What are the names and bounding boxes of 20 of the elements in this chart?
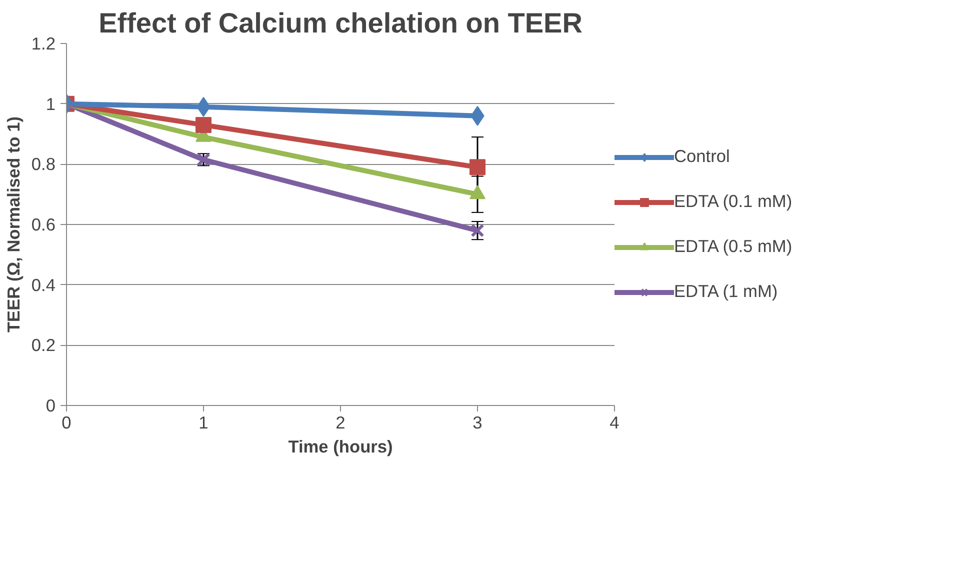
y-tick-label: 0.6 xyxy=(31,214,56,234)
y-tick-label: 1 xyxy=(46,94,56,114)
x-axis-title: Time (hours) xyxy=(288,436,393,456)
x-tick-label: 1 xyxy=(198,412,208,432)
x-tick-label: 4 xyxy=(610,412,620,432)
legend-label: Control xyxy=(674,146,730,167)
point xyxy=(470,224,484,238)
x-tick-label: 2 xyxy=(336,412,346,432)
x-tick-label: 0 xyxy=(62,412,72,432)
legend-label: EDTA (1 mM) xyxy=(674,281,778,302)
legend-label: EDTA (0.1 mM) xyxy=(674,191,792,212)
y-tick-label: 0.8 xyxy=(31,154,56,174)
y-tick-label: 0.4 xyxy=(31,274,56,295)
y-tick-label: 1.2 xyxy=(31,34,56,54)
y-tick-label: 0.2 xyxy=(31,335,56,356)
y-axis-title: TEER (Ω, Normalised to 1) xyxy=(3,116,24,333)
x-tick-label: 3 xyxy=(472,412,482,432)
legend-label: EDTA (0.5 mM) xyxy=(674,236,792,257)
chart-title: Effect of Calcium chelation on TEER xyxy=(98,8,582,38)
y-tick-label: 0 xyxy=(46,396,56,416)
